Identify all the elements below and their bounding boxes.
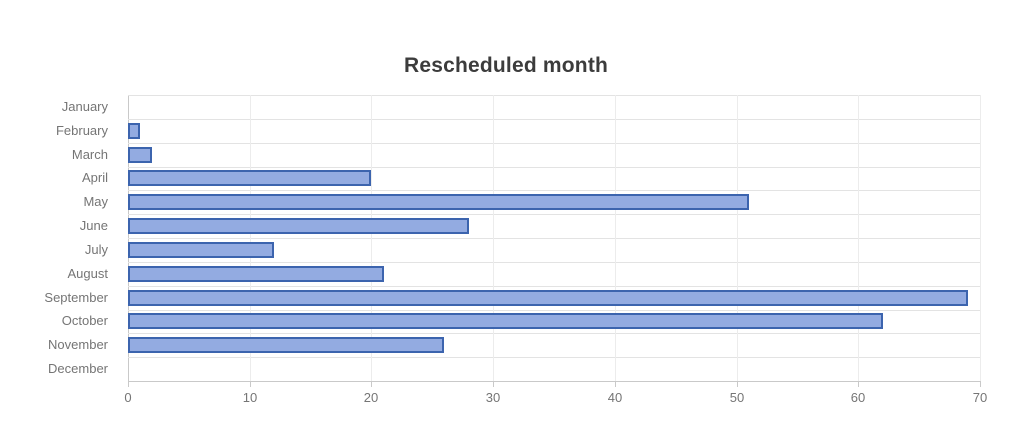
bar-may bbox=[128, 194, 749, 210]
row-gridline bbox=[128, 310, 980, 311]
x-axis-label-60: 60 bbox=[850, 390, 866, 405]
vertical-gridline bbox=[493, 95, 494, 381]
y-axis-label-april: April bbox=[81, 170, 108, 185]
row-gridline bbox=[128, 167, 980, 168]
row-gridline bbox=[128, 286, 980, 287]
x-axis-label-0: 0 bbox=[124, 390, 132, 405]
y-axis-label-november: November bbox=[48, 337, 108, 352]
y-axis-label-february: February bbox=[55, 123, 108, 138]
x-axis-label-70: 70 bbox=[972, 390, 988, 405]
x-axis-labels: 0 10 20 30 40 50 60 70 bbox=[124, 381, 987, 421]
x-axis-tick bbox=[980, 381, 981, 387]
plot-area bbox=[128, 95, 981, 381]
y-axis-label-october: October bbox=[61, 313, 108, 328]
x-axis-label-20: 20 bbox=[363, 390, 379, 405]
y-axis-label-march: March bbox=[71, 147, 108, 162]
x-axis-tick bbox=[858, 381, 859, 387]
row-gridline bbox=[128, 119, 980, 120]
vertical-gridline bbox=[980, 95, 981, 381]
x-axis-tick bbox=[737, 381, 738, 387]
x-axis-tick bbox=[250, 381, 251, 387]
y-axis-label-june: June bbox=[79, 218, 108, 233]
y-axis-label-august: August bbox=[67, 266, 108, 281]
x-axis-tick bbox=[493, 381, 494, 387]
x-axis-tick bbox=[128, 381, 129, 387]
x-axis-tick bbox=[615, 381, 616, 387]
vertical-gridline bbox=[858, 95, 859, 381]
row-gridline bbox=[128, 214, 980, 215]
y-axis-label-december: December bbox=[48, 361, 108, 376]
x-axis-label-10: 10 bbox=[242, 390, 258, 405]
bar-april bbox=[128, 170, 371, 186]
row-gridline bbox=[128, 357, 980, 358]
y-axis-label-may: May bbox=[83, 194, 108, 209]
chart-title: Rescheduled month bbox=[403, 54, 609, 77]
row-gridline bbox=[128, 333, 980, 334]
bar-february bbox=[128, 123, 140, 139]
y-axis-label-july: July bbox=[84, 242, 108, 257]
bar-october bbox=[128, 313, 883, 329]
bar-november bbox=[128, 337, 444, 353]
row-gridline bbox=[128, 238, 980, 239]
vertical-gridline bbox=[615, 95, 616, 381]
y-axis-label-september: September bbox=[44, 290, 108, 305]
row-gridline bbox=[128, 143, 980, 144]
x-axis-line bbox=[128, 381, 981, 382]
vertical-gridline bbox=[250, 95, 251, 381]
x-axis-tick bbox=[371, 381, 372, 387]
x-axis-label-30: 30 bbox=[485, 390, 501, 405]
bar-august bbox=[128, 266, 384, 282]
x-axis-label-50: 50 bbox=[729, 390, 745, 405]
y-axis-label-january: January bbox=[61, 99, 108, 114]
bar-september bbox=[128, 290, 968, 306]
vertical-gridline bbox=[737, 95, 738, 381]
row-gridline bbox=[128, 190, 980, 191]
bar-march bbox=[128, 147, 152, 163]
vertical-gridline bbox=[371, 95, 372, 381]
y-axis-labels: January February March April May June July Augu… bbox=[0, 95, 118, 381]
row-gridline bbox=[128, 262, 980, 263]
bar-july bbox=[128, 242, 274, 258]
y-axis-line bbox=[128, 95, 129, 387]
row-gridline bbox=[128, 95, 980, 96]
x-axis-label-40: 40 bbox=[607, 390, 623, 405]
bar-june bbox=[128, 218, 469, 234]
